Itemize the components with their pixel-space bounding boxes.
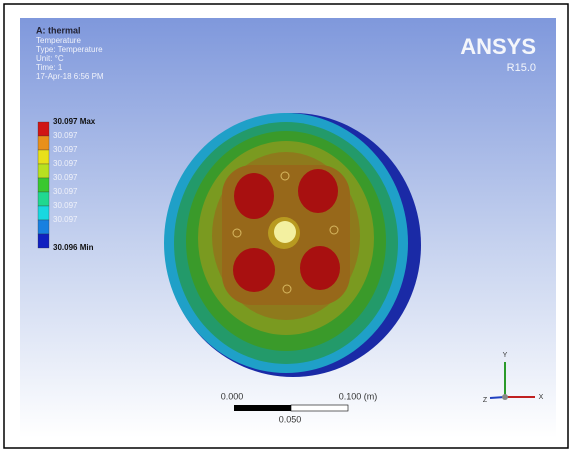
legend-swatch — [38, 136, 49, 150]
legend-label: 30.097 — [53, 173, 78, 182]
model — [164, 113, 421, 377]
legend-swatch — [38, 220, 49, 234]
scale-middle: 0.050 — [279, 414, 302, 424]
legend-swatch — [38, 164, 49, 178]
brand-name: ANSYS — [460, 34, 536, 59]
triad-label: X — [539, 394, 544, 401]
legend-swatch — [38, 192, 49, 206]
triad-origin — [502, 394, 508, 400]
legend-label: 30.097 — [53, 187, 78, 196]
scale-start: 0.000 — [221, 391, 244, 401]
scale-end: 0.100 (m) — [339, 391, 378, 401]
legend-label: 30.097 — [53, 215, 78, 224]
legend-swatch — [38, 234, 49, 248]
legend-swatch — [38, 150, 49, 164]
legend-swatch — [38, 206, 49, 220]
scale-segment — [291, 405, 348, 411]
hot-spot — [300, 246, 340, 290]
result-info: Temperature — [36, 36, 81, 45]
page: A: thermal TemperatureType: TemperatureU… — [0, 0, 573, 453]
legend-swatch — [38, 178, 49, 192]
legend-label: 30.097 — [53, 131, 78, 140]
result-info: 17-Apr-18 6:56 PM — [36, 72, 104, 81]
legend-label: 30.096 Min — [53, 243, 94, 252]
result-info: Type: Temperature — [36, 45, 103, 54]
brand-release: R15.0 — [507, 62, 536, 74]
center-hole — [274, 221, 296, 243]
result-info: Unit: °C — [36, 54, 64, 63]
triad-label: Y — [503, 352, 508, 359]
legend-label: 30.097 — [53, 145, 78, 154]
hot-spot — [234, 173, 274, 219]
viewport: A: thermal TemperatureType: TemperatureU… — [0, 0, 573, 453]
triad-label: Z — [483, 397, 488, 404]
legend-label: 30.097 — [53, 159, 78, 168]
result-title: A: thermal — [36, 25, 81, 35]
scale-segment — [234, 405, 291, 411]
legend-label: 30.097 — [53, 201, 78, 210]
result-info: Time: 1 — [36, 63, 63, 72]
hot-spot — [298, 169, 338, 213]
hot-spot — [233, 248, 275, 292]
legend-label: 30.097 Max — [53, 117, 96, 126]
legend-swatch — [38, 122, 49, 136]
